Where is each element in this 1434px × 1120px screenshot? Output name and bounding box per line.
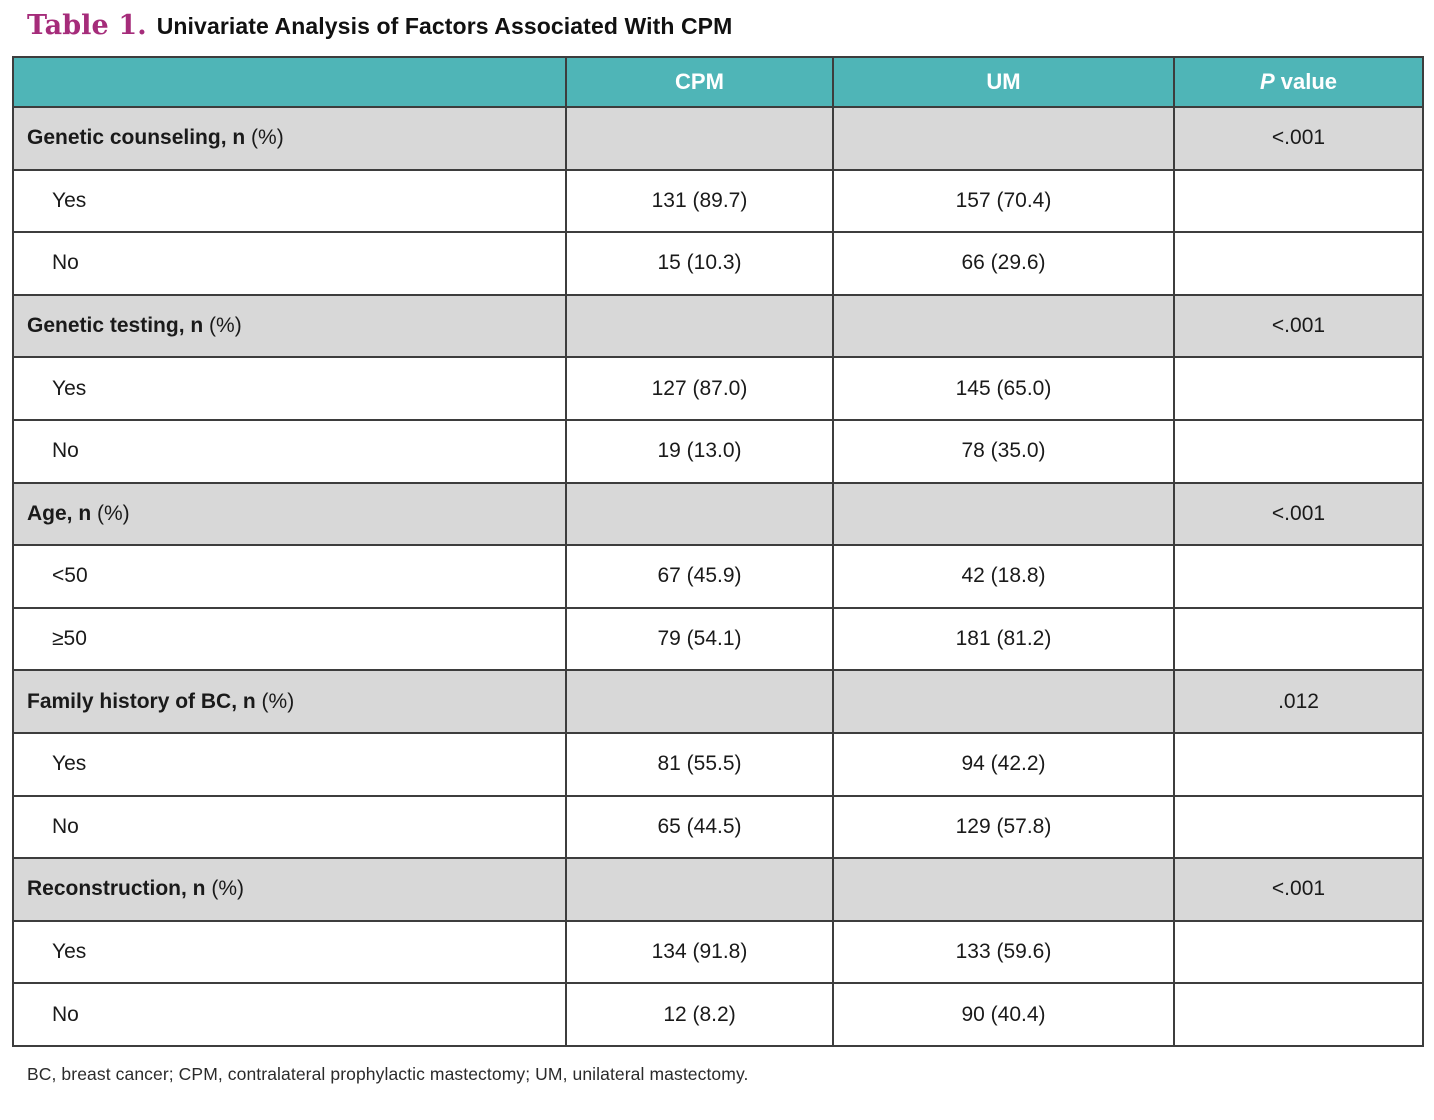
row-label: ≥50 bbox=[12, 606, 567, 672]
category-label-suffix: (%) bbox=[91, 501, 130, 525]
category-row: Age, n (%) <.001 bbox=[12, 481, 1424, 547]
row-label: No bbox=[12, 418, 567, 484]
category-label: Genetic testing, n (%) bbox=[12, 293, 567, 359]
category-row: Genetic counseling, n (%) <.001 bbox=[12, 106, 1424, 171]
um-value: 94 (42.2) bbox=[832, 731, 1175, 797]
table-caption: Univariate Analysis of Factors Associate… bbox=[156, 13, 733, 39]
um-value: 133 (59.6) bbox=[832, 919, 1175, 985]
univariate-analysis-table: CPM UM P value Genetic counseling, n (%)… bbox=[12, 56, 1424, 1047]
category-label-suffix: (%) bbox=[255, 689, 295, 713]
data-row: <50 67 (45.9) 42 (18.8) bbox=[12, 544, 1424, 609]
um-value: 157 (70.4) bbox=[832, 168, 1175, 234]
cpm-value: 12 (8.2) bbox=[565, 982, 834, 1047]
p-value-cell: <.001 bbox=[1173, 481, 1424, 547]
um-empty-cell bbox=[832, 669, 1175, 734]
p-empty-cell bbox=[1173, 544, 1424, 609]
um-empty-cell bbox=[832, 857, 1175, 922]
um-value: 42 (18.8) bbox=[832, 544, 1175, 609]
category-row: Family history of BC, n (%) .012 bbox=[12, 669, 1424, 734]
data-row: ≥50 79 (54.1) 181 (81.2) bbox=[12, 606, 1424, 672]
cpm-empty-cell bbox=[565, 481, 834, 547]
category-label-bold: Genetic testing, n bbox=[27, 314, 204, 338]
data-row: No 12 (8.2) 90 (40.4) bbox=[12, 982, 1424, 1047]
cpm-value: 131 (89.7) bbox=[565, 168, 834, 234]
cpm-value: 67 (45.9) bbox=[565, 544, 834, 609]
cpm-empty-cell bbox=[565, 106, 834, 171]
p-empty-cell bbox=[1173, 356, 1424, 421]
category-label-suffix: (%) bbox=[203, 314, 242, 338]
abbreviations-footnote: BC, breast cancer; CPM, contralateral pr… bbox=[27, 1063, 749, 1084]
p-empty-cell bbox=[1173, 982, 1424, 1047]
category-row: Genetic testing, n (%) <.001 bbox=[12, 293, 1424, 359]
um-value: 129 (57.8) bbox=[832, 794, 1175, 860]
category-label-bold: Age, n bbox=[27, 501, 92, 525]
category-label: Reconstruction, n (%) bbox=[12, 857, 567, 922]
data-row: Yes 81 (55.5) 94 (42.2) bbox=[12, 731, 1424, 797]
header-cpm: CPM bbox=[565, 56, 834, 108]
category-label-suffix: (%) bbox=[205, 877, 245, 901]
header-factor-blank bbox=[12, 56, 567, 108]
p-empty-cell bbox=[1173, 168, 1424, 234]
p-value-cell: <.001 bbox=[1173, 293, 1424, 359]
table-title: Table 1. Univariate Analysis of Factors A… bbox=[27, 10, 1434, 42]
um-empty-cell bbox=[832, 293, 1175, 359]
table-header-row: CPM UM P value bbox=[12, 56, 1424, 108]
um-value: 90 (40.4) bbox=[832, 982, 1175, 1047]
cpm-value: 79 (54.1) bbox=[565, 606, 834, 672]
row-label: Yes bbox=[12, 731, 567, 797]
um-empty-cell bbox=[832, 481, 1175, 547]
cpm-value: 81 (55.5) bbox=[565, 731, 834, 797]
category-label-bold: Reconstruction, n bbox=[27, 877, 206, 901]
um-value: 181 (81.2) bbox=[832, 606, 1175, 672]
cpm-value: 127 (87.0) bbox=[565, 356, 834, 421]
p-empty-cell bbox=[1173, 794, 1424, 860]
cpm-value: 19 (13.0) bbox=[565, 418, 834, 484]
data-row: No 65 (44.5) 129 (57.8) bbox=[12, 794, 1424, 860]
category-label: Family history of BC, n (%) bbox=[12, 669, 567, 734]
page: Table 1. Univariate Analysis of Factors A… bbox=[0, 10, 1434, 1120]
category-label-bold: Genetic counseling, n bbox=[27, 126, 246, 150]
p-empty-cell bbox=[1173, 919, 1424, 985]
p-empty-cell bbox=[1173, 418, 1424, 484]
category-label: Age, n (%) bbox=[12, 481, 567, 547]
category-label: Genetic counseling, n (%) bbox=[12, 106, 567, 171]
category-label-suffix: (%) bbox=[245, 126, 284, 150]
row-label: Yes bbox=[12, 168, 567, 234]
cpm-empty-cell bbox=[565, 293, 834, 359]
um-value: 78 (35.0) bbox=[832, 418, 1175, 484]
row-label: Yes bbox=[12, 919, 567, 985]
p-empty-cell bbox=[1173, 231, 1424, 296]
table-number: Table 1. bbox=[27, 10, 147, 41]
row-label: Yes bbox=[12, 356, 567, 421]
um-value: 145 (65.0) bbox=[832, 356, 1175, 421]
data-row: No 15 (10.3) 66 (29.6) bbox=[12, 231, 1424, 296]
p-empty-cell bbox=[1173, 731, 1424, 797]
p-value-cell: <.001 bbox=[1173, 857, 1424, 922]
header-um: UM bbox=[832, 56, 1175, 108]
data-row: Yes 127 (87.0) 145 (65.0) bbox=[12, 356, 1424, 421]
row-label: No bbox=[12, 231, 567, 296]
p-value-rest: value bbox=[1274, 69, 1338, 94]
data-row: Yes 131 (89.7) 157 (70.4) bbox=[12, 168, 1424, 234]
data-row: Yes 134 (91.8) 133 (59.6) bbox=[12, 919, 1424, 985]
category-row: Reconstruction, n (%) <.001 bbox=[12, 857, 1424, 922]
um-value: 66 (29.6) bbox=[832, 231, 1175, 296]
p-value-italic-p: P bbox=[1259, 69, 1275, 94]
cpm-value: 134 (91.8) bbox=[565, 919, 834, 985]
header-p-value: P value bbox=[1173, 56, 1424, 108]
row-label: No bbox=[12, 982, 567, 1047]
cpm-value: 65 (44.5) bbox=[565, 794, 834, 860]
p-value-cell: <.001 bbox=[1173, 106, 1424, 171]
table-body: Genetic counseling, n (%) <.001 Yes 131 (89… bbox=[12, 106, 1424, 1047]
row-label: <50 bbox=[12, 544, 567, 609]
cpm-empty-cell bbox=[565, 669, 834, 734]
category-label-bold: Family history of BC, n bbox=[27, 689, 256, 713]
p-empty-cell bbox=[1173, 606, 1424, 672]
data-row: No 19 (13.0) 78 (35.0) bbox=[12, 418, 1424, 484]
row-label: No bbox=[12, 794, 567, 860]
cpm-value: 15 (10.3) bbox=[565, 231, 834, 296]
um-empty-cell bbox=[832, 106, 1175, 171]
cpm-empty-cell bbox=[565, 857, 834, 922]
p-value-cell: .012 bbox=[1173, 669, 1424, 734]
